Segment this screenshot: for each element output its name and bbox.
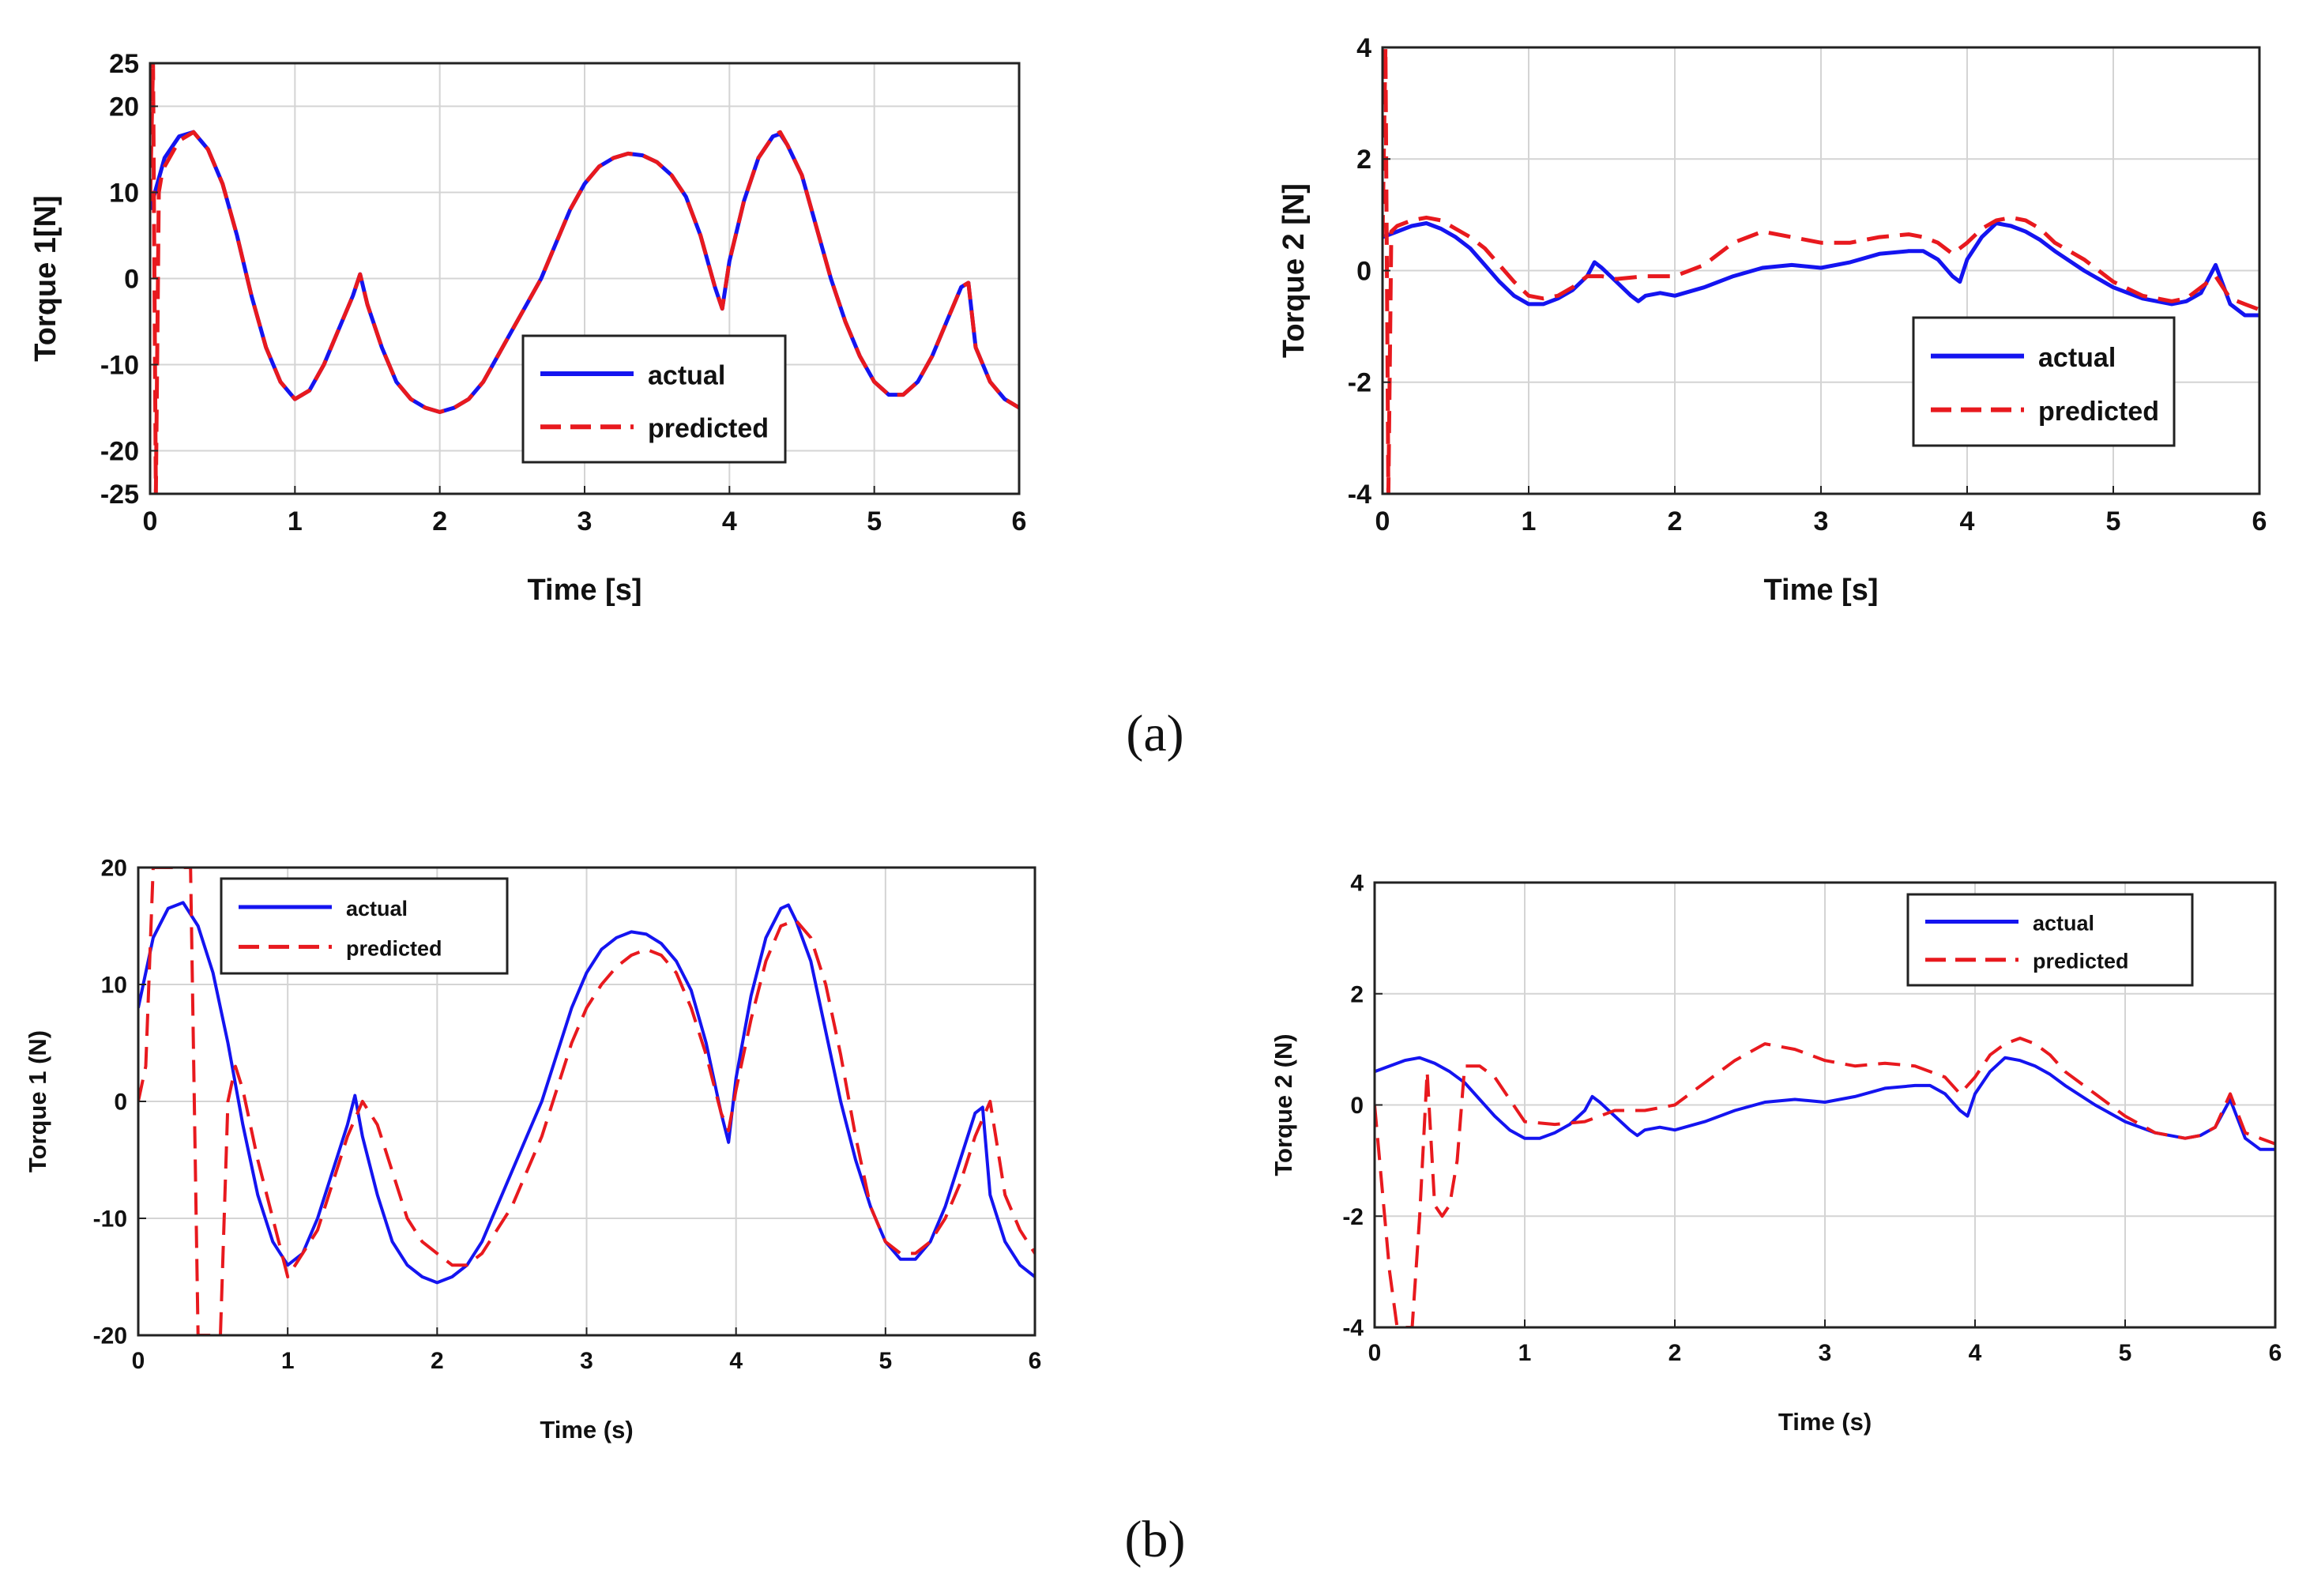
series-line-predicted xyxy=(150,63,1019,494)
chart-b-torque-1: 0 1 2 3 4 5 6 -20 -10 0 10 20 Time (s) Torque 1 (N) ac… xyxy=(24,856,1041,1444)
x-tick-label: 0 xyxy=(1368,1340,1382,1366)
series-line-predicted xyxy=(138,868,1035,1335)
legend: actual predicted xyxy=(220,877,509,975)
y-tick-label: -20 xyxy=(93,1323,127,1349)
y-tick-label: 20 xyxy=(109,92,139,122)
x-tick-label: 3 xyxy=(1819,1340,1832,1366)
y-tick-label: 2 xyxy=(1356,145,1371,175)
x-tick-label: 4 xyxy=(1960,506,1975,536)
x-tick-label: 3 xyxy=(578,506,593,536)
legend-label-predicted: predicted xyxy=(648,414,769,444)
x-tick-label: 6 xyxy=(2269,1340,2282,1366)
x-tick-label: 3 xyxy=(1814,506,1829,536)
legend-label-actual: actual xyxy=(346,897,408,920)
x-tick-label: 0 xyxy=(132,1348,145,1374)
legend-label-actual: actual xyxy=(2038,343,2116,373)
y-tick-label: 0 xyxy=(1350,1093,1364,1119)
x-tick-label: 2 xyxy=(431,1348,444,1374)
y-tick-label: -10 xyxy=(93,1206,127,1233)
y-axis-label: Torque 1 (N) xyxy=(24,1030,51,1173)
y-axis-label: Torque 1[N] xyxy=(29,195,62,361)
y-tick-label: -4 xyxy=(1342,1316,1364,1342)
x-tick-label: 2 xyxy=(1669,1340,1682,1366)
x-tick-label: 0 xyxy=(143,506,158,536)
y-tick-label: 4 xyxy=(1350,871,1364,897)
x-tick-label: 2 xyxy=(1668,506,1683,536)
series-line-predicted xyxy=(1383,47,2259,494)
caption-a: (a) xyxy=(1126,705,1183,762)
y-tick-label: 0 xyxy=(114,1090,127,1116)
x-tick-label: 4 xyxy=(1969,1340,1982,1366)
y-tick-label: -10 xyxy=(100,350,139,380)
legend-box xyxy=(220,877,509,975)
x-tick-label: 2 xyxy=(432,506,447,536)
legend-label-predicted: predicted xyxy=(2038,397,2159,427)
x-tick-label: 5 xyxy=(878,1348,892,1374)
legend-label-actual: actual xyxy=(648,360,725,390)
y-tick-label: 4 xyxy=(1356,33,1371,63)
legend-box xyxy=(521,334,787,464)
legend: actual predicted xyxy=(1906,893,2194,987)
y-tick-label: -4 xyxy=(1348,480,1371,510)
legend-box xyxy=(1912,316,2176,447)
x-tick-label: 3 xyxy=(580,1348,593,1374)
x-tick-label: 1 xyxy=(288,506,303,536)
series-line-actual xyxy=(1383,221,2259,318)
y-axis-label: Torque 2 (N) xyxy=(1270,1033,1297,1176)
legend: actual predicted xyxy=(521,334,787,464)
legend-box xyxy=(1906,893,2194,987)
series-line-predicted xyxy=(1375,1037,2275,1327)
chart-a-torque-2: 0 1 2 3 4 5 6 -4 -2 0 2 4 Time [s] Torque 2 [N] actual… xyxy=(1277,33,2267,607)
y-tick-label: -25 xyxy=(100,480,139,510)
x-axis-label: Time (s) xyxy=(540,1416,633,1444)
series-line-actual xyxy=(1375,1056,2275,1151)
x-tick-label: 1 xyxy=(1518,1340,1532,1366)
x-axis-label: Time [s] xyxy=(527,574,641,607)
x-axis-label: Time [s] xyxy=(1763,574,1878,607)
x-axis-label: Time (s) xyxy=(1778,1408,1872,1436)
x-tick-label: 0 xyxy=(1375,506,1390,536)
x-tick-label: 5 xyxy=(867,506,882,536)
legend-label-predicted: predicted xyxy=(346,936,442,960)
y-tick-label: -2 xyxy=(1348,368,1371,398)
x-tick-label: 1 xyxy=(281,1348,295,1374)
y-tick-label: 20 xyxy=(101,856,127,882)
y-tick-label: -2 xyxy=(1342,1204,1364,1230)
x-tick-label: 4 xyxy=(722,506,737,536)
y-tick-label: 2 xyxy=(1350,981,1364,1007)
caption-b: (b) xyxy=(1125,1511,1186,1568)
legend-label-predicted: predicted xyxy=(2033,950,2129,973)
y-tick-label: -20 xyxy=(100,436,139,466)
y-tick-label: 10 xyxy=(109,178,139,208)
x-tick-label: 5 xyxy=(2106,506,2121,536)
x-tick-label: 6 xyxy=(1012,506,1027,536)
y-tick-label: 10 xyxy=(101,973,127,999)
legend: actual predicted xyxy=(1912,316,2176,447)
chart-b-torque-2: 0 1 2 3 4 5 6 -4 -2 0 2 4 Time (s) Torque 2 (N) actual… xyxy=(1270,871,2282,1436)
x-tick-label: 1 xyxy=(1522,506,1537,536)
x-tick-label: 6 xyxy=(2252,506,2267,536)
y-tick-label: 0 xyxy=(124,264,139,294)
chart-a-torque-1: 0 1 2 3 4 5 6 -25 -20 -10 0 10 20 25 Time [s] Torque 1[… xyxy=(29,49,1026,607)
x-tick-label: 4 xyxy=(729,1348,743,1374)
legend-label-actual: actual xyxy=(2033,911,2094,935)
y-tick-label: 25 xyxy=(109,49,139,79)
y-tick-label: 0 xyxy=(1356,256,1371,286)
x-tick-label: 5 xyxy=(2119,1340,2132,1366)
y-axis-label: Torque 2 [N] xyxy=(1277,183,1311,358)
x-tick-label: 6 xyxy=(1029,1348,1042,1374)
